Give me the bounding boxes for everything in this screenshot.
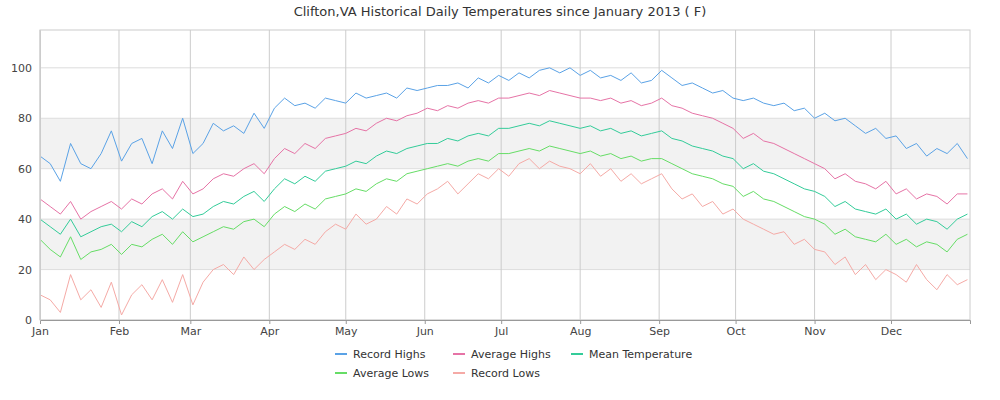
y-axis-line bbox=[40, 31, 41, 321]
legend-swatch bbox=[453, 353, 465, 355]
grid-line-x bbox=[735, 30, 736, 320]
x-tick: Nov bbox=[804, 320, 826, 338]
bands bbox=[40, 118, 970, 269]
y-tick: 20 bbox=[18, 264, 40, 277]
legend: Record Highs Average Highs Mean Temperatur… bbox=[335, 348, 692, 380]
legend-item: Record Lows bbox=[453, 367, 540, 380]
x-tick-label: Apr bbox=[260, 325, 280, 338]
x-tick-mark bbox=[190, 320, 191, 324]
legend-swatch bbox=[453, 372, 465, 374]
legend-label: Mean Temperature bbox=[589, 348, 692, 361]
y-tick-label: 80 bbox=[18, 112, 32, 125]
x-axis-line bbox=[41, 321, 971, 325]
x-tick-mark bbox=[425, 320, 426, 324]
legend-item: Average Lows bbox=[335, 367, 429, 380]
y-tick-label: 0 bbox=[25, 314, 32, 327]
x-tick-mark bbox=[580, 320, 581, 324]
grid-line-x bbox=[269, 30, 270, 320]
x-tick: Jun bbox=[416, 320, 434, 338]
legend-swatch bbox=[335, 353, 347, 355]
grid-band bbox=[40, 219, 970, 269]
x-tick: Mar bbox=[180, 320, 201, 338]
x-tick-label: Mar bbox=[180, 325, 201, 338]
x-tick-label: Jun bbox=[416, 325, 434, 338]
series-line bbox=[40, 146, 967, 259]
grid bbox=[40, 30, 970, 320]
y-tick-label: 40 bbox=[18, 213, 32, 226]
x-tick-label: Aug bbox=[570, 325, 591, 338]
grid-line-y bbox=[40, 269, 970, 270]
grid-line-x bbox=[190, 30, 191, 320]
x-tick-label: Nov bbox=[804, 325, 826, 338]
legend-swatch bbox=[571, 353, 583, 355]
x-tick-label: Sep bbox=[649, 325, 670, 338]
series-line bbox=[40, 159, 967, 315]
legend-label: Record Highs bbox=[353, 348, 426, 361]
x-tick-label: Dec bbox=[881, 325, 902, 338]
y-tick-label: 20 bbox=[18, 264, 32, 277]
y-tick: 80 bbox=[18, 112, 40, 125]
grid-line-y bbox=[40, 219, 970, 220]
x-tick-label: Feb bbox=[110, 325, 129, 338]
title: Clifton,VA Historical Daily Temperatures… bbox=[294, 4, 707, 19]
x-tick: Dec bbox=[881, 320, 902, 338]
grid-line-x bbox=[501, 30, 502, 320]
plot-background bbox=[40, 30, 970, 320]
series-lines bbox=[40, 68, 967, 315]
grid-line-y bbox=[40, 67, 970, 68]
legend-label: Record Lows bbox=[471, 367, 540, 380]
y-tick: 100 bbox=[11, 62, 40, 75]
x-tick: Jul bbox=[494, 320, 508, 338]
x-tick-label: Jul bbox=[494, 325, 508, 338]
x-tick-label: Oct bbox=[727, 325, 747, 338]
x-tick-mark bbox=[346, 320, 347, 324]
x-tick: Apr bbox=[260, 320, 280, 338]
legend-item: Record Highs bbox=[335, 348, 426, 361]
x-tick: May bbox=[335, 320, 358, 338]
x-tick-mark bbox=[269, 320, 270, 324]
x-tick-label: Jan bbox=[31, 325, 49, 338]
plot-frame bbox=[40, 30, 970, 320]
series-line bbox=[40, 68, 967, 181]
legend-label: Average Highs bbox=[471, 348, 551, 361]
y-tick-label: 60 bbox=[18, 163, 32, 176]
grid-line-x bbox=[891, 30, 892, 320]
x-tick: Oct bbox=[727, 320, 747, 338]
y-tick: 60 bbox=[18, 163, 40, 176]
legend-label: Average Lows bbox=[353, 367, 429, 380]
y-tick: 0 bbox=[25, 314, 40, 327]
series-line bbox=[40, 121, 967, 237]
x-tick-label: May bbox=[335, 325, 358, 338]
chart: Clifton,VA Historical Daily Temperatures… bbox=[0, 0, 1000, 400]
x-axis: Jan Feb Mar Apr May Jun Jul Aug Sep Oct Nov Dec bbox=[31, 320, 970, 338]
legend-item: Average Highs bbox=[453, 348, 551, 361]
grid-line-x bbox=[345, 30, 346, 320]
grid-line-x bbox=[424, 30, 425, 320]
x-tick-mark bbox=[501, 320, 502, 324]
grid-line-x bbox=[580, 30, 581, 320]
x-tick-mark bbox=[891, 320, 892, 324]
grid-line-x bbox=[814, 30, 815, 320]
x-tick-mark bbox=[659, 320, 660, 324]
x-tick-mark bbox=[119, 320, 120, 324]
y-tick-label: 100 bbox=[11, 62, 32, 75]
legend-item: Mean Temperature bbox=[571, 348, 692, 361]
y-axis: 0 20 40 60 80 100 bbox=[11, 31, 41, 328]
x-tick: Jan bbox=[31, 320, 49, 338]
x-tick-mark bbox=[815, 320, 816, 324]
x-tick-mark bbox=[40, 320, 41, 324]
x-tick-mark bbox=[736, 320, 737, 324]
legend-swatch bbox=[335, 372, 347, 374]
x-tick: Sep bbox=[649, 320, 670, 338]
grid-line-x bbox=[118, 30, 119, 320]
grid-band bbox=[40, 118, 970, 168]
y-tick: 40 bbox=[18, 213, 40, 226]
x-tick: Aug bbox=[570, 320, 591, 338]
x-tick: Feb bbox=[110, 320, 129, 338]
grid-line-y bbox=[40, 168, 970, 169]
